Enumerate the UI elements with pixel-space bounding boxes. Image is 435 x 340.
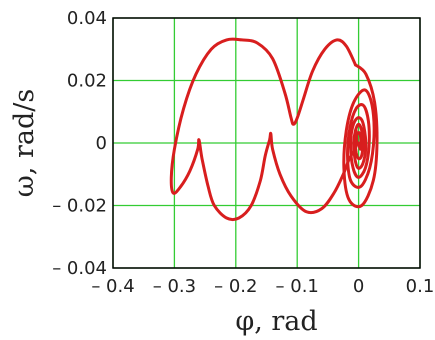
y-tick-label: 0.04 — [67, 8, 107, 29]
plot-frame — [112, 17, 421, 269]
x-tick-label: 0.1 — [406, 276, 435, 297]
trajectory-line-0 — [342, 63, 379, 209]
x-axis-label: φ, rad — [235, 306, 317, 337]
x-tick-labels: – 0.4 – 0.3 – 0.2 – 0.1 0 0.1 — [91, 276, 434, 297]
y-tick-label: 0.02 — [67, 71, 107, 92]
x-tick-label: – 0.2 — [214, 276, 257, 297]
y-tick-labels: 0.04 0.02 0 – 0.02 – 0.04 — [52, 8, 107, 279]
y-tick-label: 0 — [96, 133, 107, 154]
trajectory-line-1 — [169, 37, 359, 222]
x-tick-label: – 0.4 — [91, 276, 134, 297]
x-tick-label: 0 — [353, 276, 364, 297]
y-axis-label: ω, rad/s — [9, 89, 40, 197]
y-tick-label: – 0.04 — [52, 258, 107, 279]
x-tick-label: – 0.3 — [153, 276, 196, 297]
trajectory-series — [169, 37, 379, 222]
y-tick-label: – 0.02 — [52, 196, 107, 217]
x-tick-label: – 0.1 — [276, 276, 319, 297]
